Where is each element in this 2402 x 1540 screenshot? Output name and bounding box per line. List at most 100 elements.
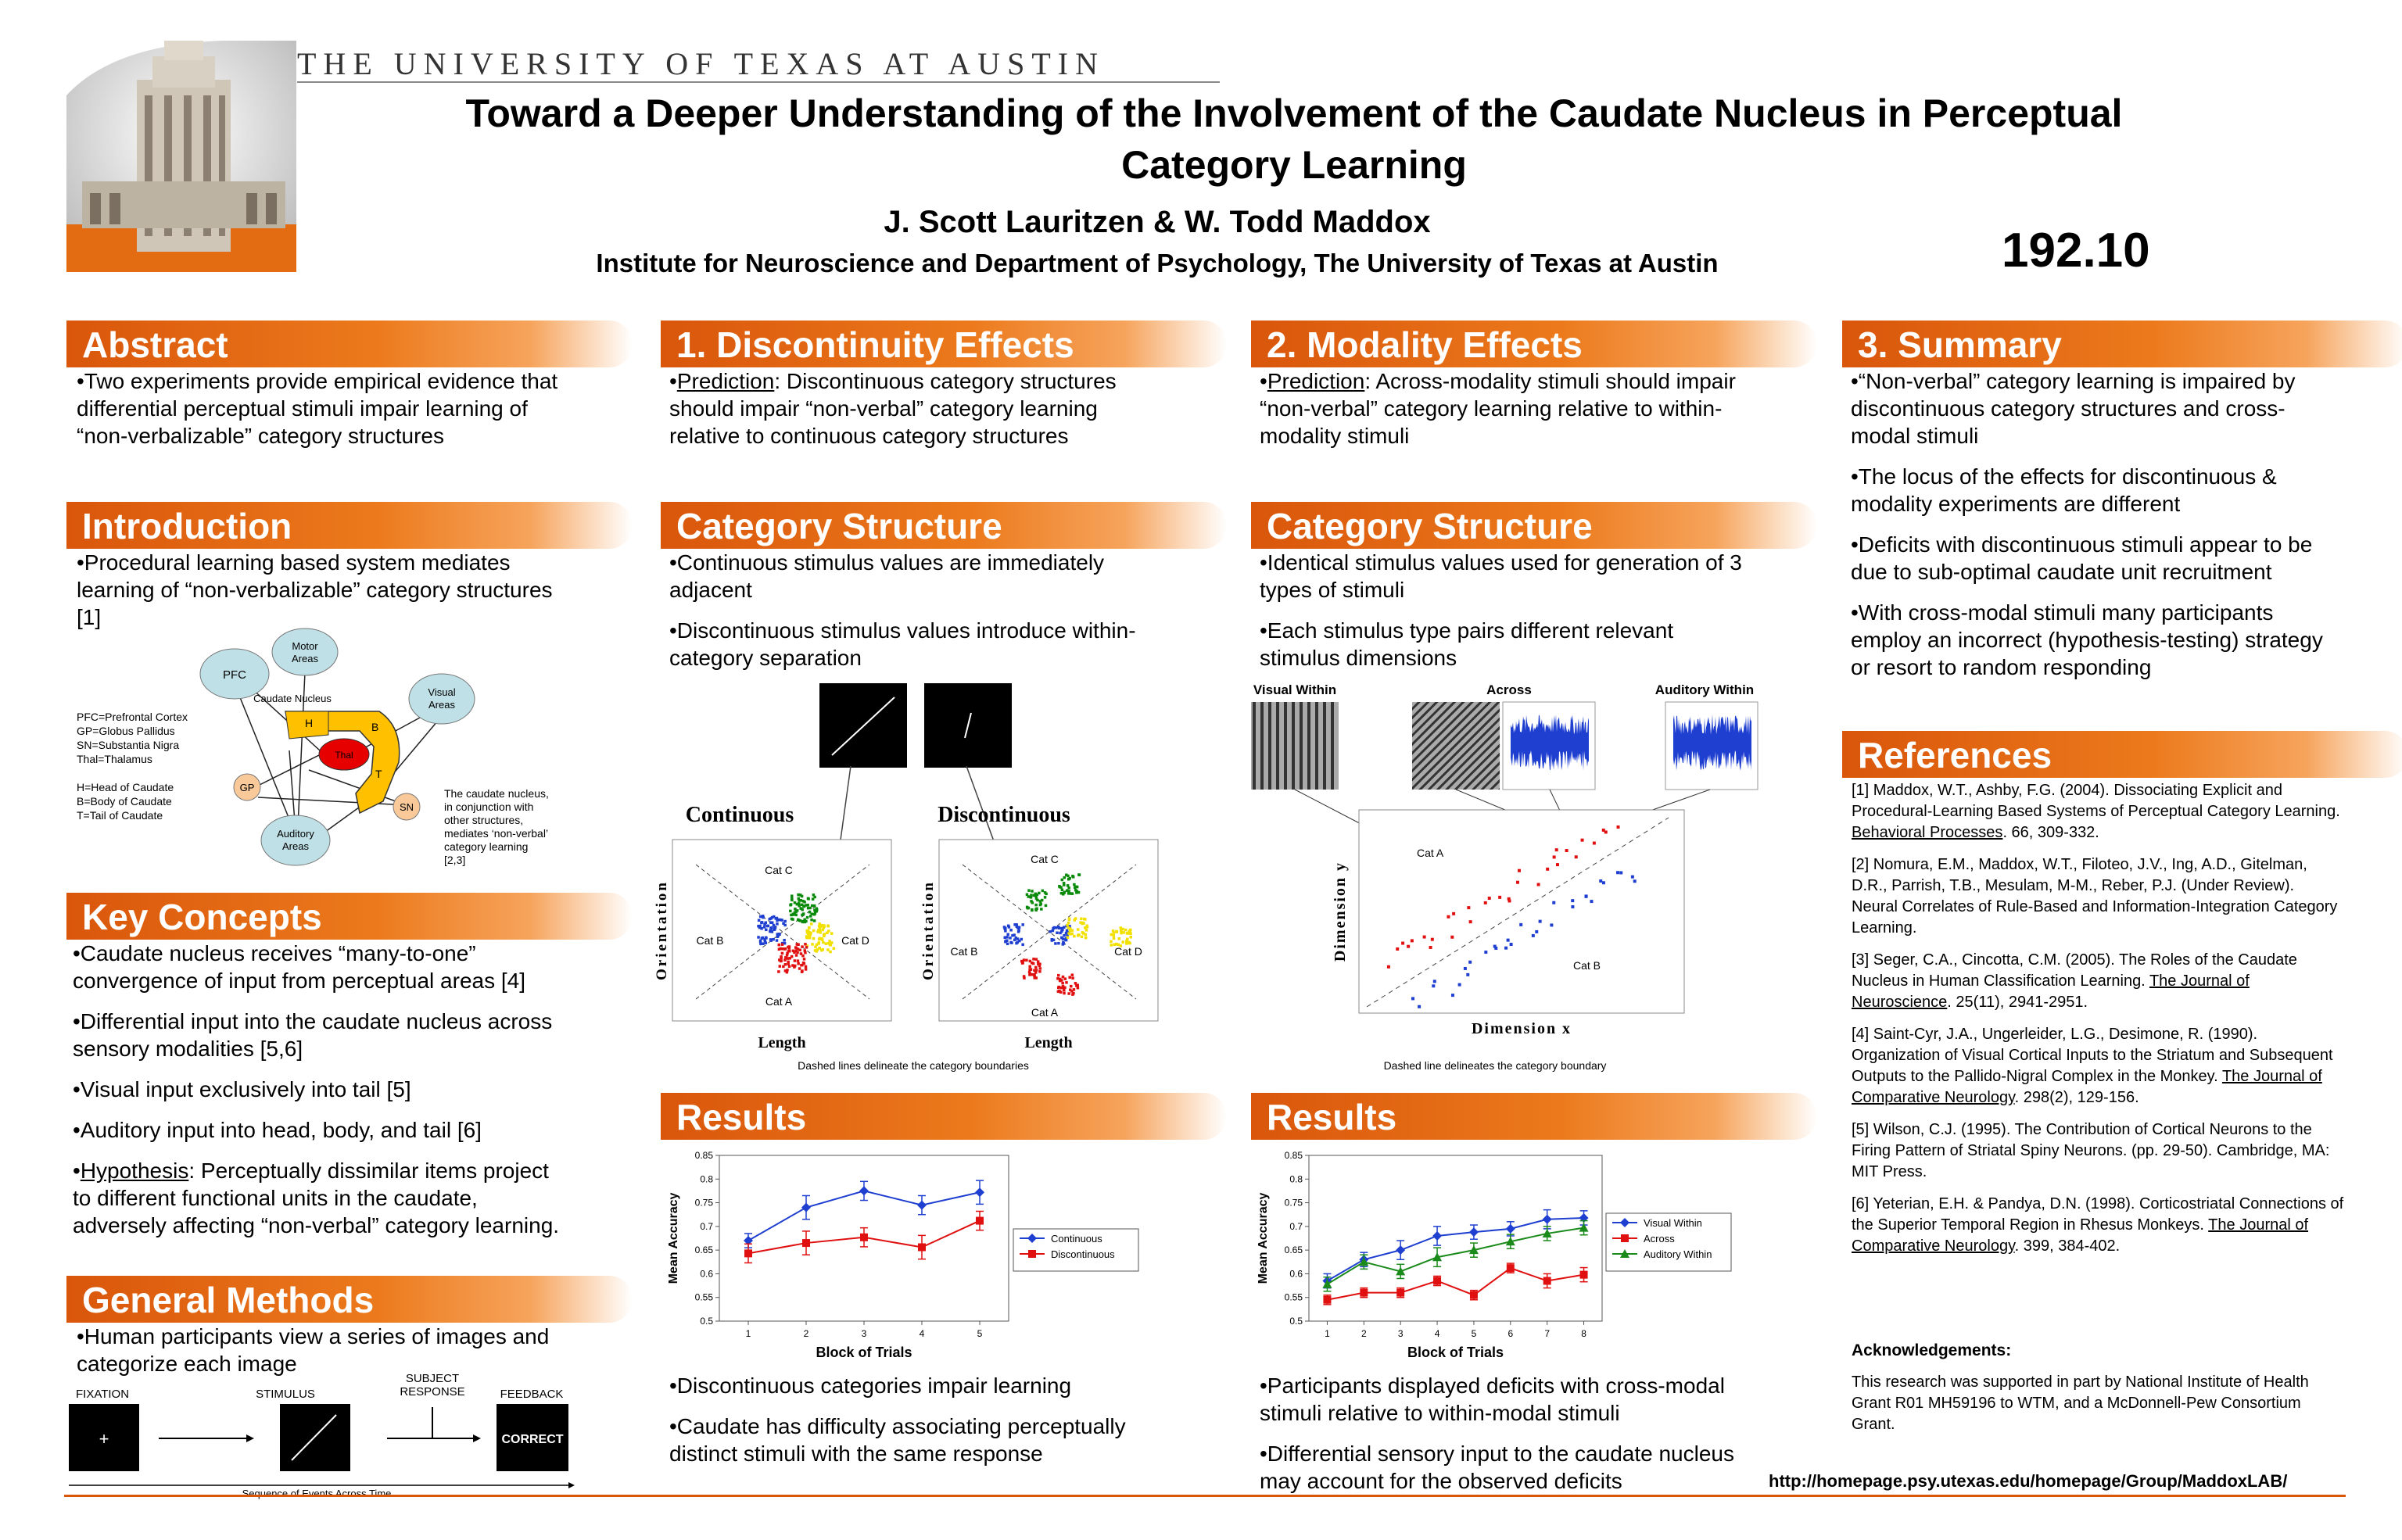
- tail-label: T: [375, 768, 382, 780]
- cont-xlabel: Length: [758, 1034, 805, 1051]
- data-point: [1396, 1245, 1406, 1255]
- legend-b: B=Body of Caudate: [77, 795, 172, 808]
- hypothesis-text: : Perceptually dissimilar items project …: [73, 1159, 560, 1237]
- y-tick-label: 0.6: [1289, 1268, 1303, 1279]
- data-point: [1579, 1270, 1588, 1279]
- plot-area: [1308, 1155, 1603, 1322]
- general-methods-text: •Human participants view a series of ima…: [77, 1324, 550, 1376]
- cont-cat-c: Cat C: [765, 864, 793, 876]
- data-point: [1506, 1264, 1515, 1273]
- x-tick-label: 4: [1435, 1328, 1440, 1339]
- result-item: •Discontinuous categories impair learnin…: [669, 1373, 1072, 1398]
- visual-label-1: Visual: [428, 686, 455, 698]
- auditory-areas-node: [260, 815, 331, 866]
- general-methods-heading: General Methods: [66, 1276, 633, 1323]
- note-4: mediates ‘non-verbal’: [444, 827, 548, 840]
- cont-cat-a: Cat A: [765, 995, 793, 1008]
- x-tick-label: 7: [1544, 1328, 1550, 1339]
- body-label: B: [371, 721, 378, 733]
- reference-item: [6] Yeterian, E.H. & Pandya, D.N. (1998)…: [1852, 1195, 2344, 1255]
- data-point: [1432, 1252, 1443, 1262]
- fixation-label: FIXATION: [76, 1388, 129, 1401]
- data-point: [1542, 1228, 1552, 1237]
- title-line-1: Toward a Deeper Understanding of the Inv…: [465, 91, 2123, 135]
- data-point: [1468, 1245, 1479, 1255]
- data-point: [1469, 1291, 1478, 1299]
- legend-label: Across: [1644, 1233, 1675, 1245]
- caudate-label: Caudate Nucleus: [253, 693, 332, 704]
- summary-item: •With cross-modal stimuli many participa…: [1851, 600, 2323, 679]
- data-point: [1396, 1288, 1405, 1297]
- x-tick-label: 3: [1398, 1328, 1404, 1339]
- structure-item: •Discontinuous stimulus values introduce…: [669, 618, 1136, 670]
- y-tick-label: 0.55: [695, 1292, 714, 1303]
- summary-item: •The locus of the effects for discontinu…: [1851, 464, 2277, 516]
- results-heading-1: Results: [661, 1093, 1227, 1140]
- data-point: [1505, 1223, 1515, 1234]
- summary-list: •“Non-verbal” category learning is impai…: [1851, 367, 2343, 694]
- x-tick-label: 6: [1508, 1328, 1513, 1339]
- summary-item: •Deficits with discontinuous stimuli app…: [1851, 532, 2313, 584]
- key-concept-item: •Differential input into the caudate nuc…: [73, 1009, 553, 1061]
- note-5: category learning: [444, 840, 528, 853]
- reference-item: [3] Seger, C.A., Cincotta, C.M. (2005). …: [1852, 951, 2297, 1011]
- fixation-cross: +: [99, 1429, 109, 1449]
- footer-rule: [64, 1495, 2346, 1497]
- reference-item: [2] Nomura, E.M., Maddox, W.T., Filoteo,…: [1852, 856, 2338, 937]
- result-item: •Participants displayed deficits with cr…: [1260, 1373, 1725, 1425]
- cont-cat-b: Cat B: [696, 934, 723, 947]
- series-line: [1327, 1267, 1584, 1301]
- visual-stimulus-1: [1251, 702, 1339, 790]
- data-point: [1396, 1266, 1406, 1276]
- hypothesis: •Hypothesis: Perceptually dissimilar ite…: [73, 1159, 560, 1237]
- series-line: [1326, 1227, 1584, 1285]
- timeline-label: Sequence of Events Across Time: [242, 1488, 392, 1499]
- key-concepts-heading: Key Concepts: [66, 893, 633, 940]
- key-concept-item: •Visual input exclusively into tail [5]: [73, 1077, 411, 1101]
- mod-cat-b: Cat B: [1573, 959, 1601, 972]
- data-point: [1543, 1277, 1551, 1285]
- disc-cat-c: Cat C: [1031, 853, 1059, 865]
- lab-url-link[interactable]: http://homepage.psy.utexas.edu/homepage/…: [1769, 1471, 2288, 1491]
- x-tick-label: 5: [977, 1328, 983, 1339]
- chart-legend: Visual Within Across Auditory Within: [1605, 1212, 1732, 1272]
- thal-label: Thal: [335, 750, 353, 761]
- series-continuous: [744, 1180, 984, 1248]
- y-tick-label: 0.55: [1285, 1292, 1303, 1303]
- legend-label: Auditory Within: [1644, 1248, 1712, 1260]
- data-point: [976, 1216, 984, 1225]
- caudate-diagram: PFC Motor Areas Visual Areas Caudate Nuc…: [77, 628, 549, 866]
- y-tick-label: 0.85: [695, 1150, 714, 1161]
- data-point: [801, 1202, 811, 1212]
- discontinuity-heading: 1. Discontinuity Effects: [661, 321, 1227, 367]
- y-tick-label: 0.8: [700, 1173, 713, 1184]
- legend-thal: Thal=Thalamus: [77, 753, 152, 765]
- sn-label: SN: [400, 801, 414, 813]
- correct-label: CORRECT: [501, 1433, 563, 1446]
- feedback-label: FEEDBACK: [500, 1388, 564, 1401]
- university-name: THE UNIVERSITY OF TEXAS AT AUSTIN: [297, 46, 1105, 81]
- y-axis-label: Mean Accuracy: [1257, 1193, 1270, 1284]
- modality-scatter: [1386, 825, 1637, 1008]
- discontinuous-title: Discontinuous: [937, 803, 1070, 827]
- head-label: H: [305, 717, 313, 729]
- data-point: [1433, 1277, 1442, 1285]
- stimulus-label: STIMULUS: [256, 1388, 315, 1401]
- results-list-1: •Discontinuous categories impair learnin…: [669, 1372, 1154, 1481]
- data-point: [860, 1233, 868, 1241]
- legend-label: Visual Within: [1644, 1217, 1702, 1229]
- y-tick-label: 0.65: [1285, 1245, 1303, 1255]
- ut-tower-logo: [66, 41, 296, 272]
- category-structure-list-1: •Continuous stimulus values are immediat…: [669, 549, 1154, 685]
- sn-node: [393, 793, 421, 821]
- acknowledgements-heading: Acknowledgements:: [1852, 1341, 2012, 1359]
- data-point: [1360, 1288, 1368, 1297]
- result-item: •Caudate has difficulty associating perc…: [669, 1414, 1126, 1466]
- data-point: [1579, 1212, 1589, 1223]
- cont-ylabel: Orientation: [654, 880, 670, 980]
- y-tick-label: 0.85: [1285, 1150, 1303, 1161]
- data-point: [859, 1186, 869, 1196]
- legend-label: Continuous: [1051, 1233, 1102, 1245]
- x-tick-label: 2: [1361, 1328, 1367, 1339]
- structure-item: •Identical stimulus values used for gene…: [1260, 550, 1742, 602]
